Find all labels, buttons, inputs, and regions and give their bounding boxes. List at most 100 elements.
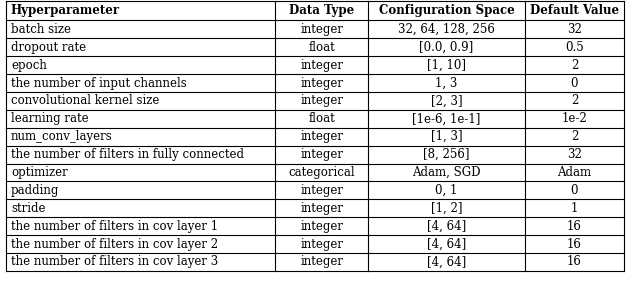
Text: 1e-2: 1e-2	[561, 112, 588, 125]
Bar	[275, 164, 368, 182]
Text: 1, 3: 1, 3	[435, 77, 458, 90]
Bar	[368, 92, 525, 110]
Text: categorical: categorical	[288, 166, 355, 179]
Text: [0.0, 0.9]: [0.0, 0.9]	[419, 41, 474, 54]
Text: integer: integer	[300, 255, 343, 269]
Text: integer: integer	[300, 23, 343, 36]
Text: the number of filters in cov layer 1: the number of filters in cov layer 1	[11, 220, 218, 233]
Bar	[275, 199, 368, 217]
Text: [2, 3]: [2, 3]	[431, 94, 462, 107]
Text: [8, 256]: [8, 256]	[423, 148, 470, 161]
Text: the number of filters in cov layer 2: the number of filters in cov layer 2	[11, 237, 218, 251]
Text: [1, 3]: [1, 3]	[431, 130, 462, 143]
Bar	[275, 182, 368, 199]
Bar	[368, 56, 525, 74]
Text: padding: padding	[11, 184, 60, 197]
Bar	[368, 38, 525, 56]
Text: integer: integer	[300, 77, 343, 90]
Text: Data Type: Data Type	[289, 4, 354, 17]
Bar	[368, 110, 525, 128]
Bar	[275, 56, 368, 74]
Bar	[525, 253, 624, 271]
Text: Hyperparameter: Hyperparameter	[11, 4, 120, 17]
Text: [4, 64]: [4, 64]	[427, 220, 466, 233]
Bar	[525, 164, 624, 182]
Bar	[368, 128, 525, 146]
Bar	[368, 182, 525, 199]
Text: 2: 2	[571, 94, 578, 107]
Text: 32, 64, 128, 256: 32, 64, 128, 256	[398, 23, 495, 36]
Bar	[6, 1, 275, 20]
Text: integer: integer	[300, 237, 343, 251]
Text: Adam: Adam	[557, 166, 591, 179]
Text: 32: 32	[567, 148, 582, 161]
Bar	[368, 1, 525, 20]
Text: 2: 2	[571, 58, 578, 72]
Text: integer: integer	[300, 220, 343, 233]
Bar	[368, 217, 525, 235]
Text: [1, 10]: [1, 10]	[427, 58, 466, 72]
Text: dropout rate: dropout rate	[11, 41, 86, 54]
Text: epoch: epoch	[11, 58, 47, 72]
Bar	[525, 1, 624, 20]
Bar	[275, 110, 368, 128]
Bar	[525, 110, 624, 128]
Bar	[6, 217, 275, 235]
Bar	[368, 199, 525, 217]
Text: 2: 2	[571, 130, 578, 143]
Bar	[6, 146, 275, 164]
Bar	[6, 56, 275, 74]
Text: float: float	[308, 41, 335, 54]
Bar	[525, 182, 624, 199]
Bar	[368, 253, 525, 271]
Bar	[525, 146, 624, 164]
Text: 16: 16	[567, 255, 582, 269]
Text: learning rate: learning rate	[11, 112, 88, 125]
Text: 0: 0	[571, 184, 578, 197]
Text: 16: 16	[567, 220, 582, 233]
Text: [1e-6, 1e-1]: [1e-6, 1e-1]	[412, 112, 481, 125]
Text: 0.5: 0.5	[565, 41, 584, 54]
Bar	[368, 146, 525, 164]
Bar	[6, 182, 275, 199]
Text: optimizer: optimizer	[11, 166, 68, 179]
Bar	[6, 110, 275, 128]
Text: convolutional kernel size: convolutional kernel size	[11, 94, 159, 107]
Bar	[6, 164, 275, 182]
Bar	[525, 20, 624, 38]
Text: the number of filters in fully connected: the number of filters in fully connected	[11, 148, 244, 161]
Bar	[275, 1, 368, 20]
Bar	[525, 38, 624, 56]
Bar	[525, 56, 624, 74]
Bar	[6, 92, 275, 110]
Text: integer: integer	[300, 58, 343, 72]
Bar	[275, 20, 368, 38]
Text: the number of input channels: the number of input channels	[11, 77, 187, 90]
Bar	[275, 146, 368, 164]
Bar	[525, 217, 624, 235]
Text: 0, 1: 0, 1	[435, 184, 458, 197]
Text: 1: 1	[571, 202, 578, 215]
Bar	[525, 128, 624, 146]
Text: Adam, SGD: Adam, SGD	[412, 166, 481, 179]
Bar	[525, 235, 624, 253]
Text: 16: 16	[567, 237, 582, 251]
Text: integer: integer	[300, 130, 343, 143]
Text: integer: integer	[300, 94, 343, 107]
Text: [4, 64]: [4, 64]	[427, 237, 466, 251]
Text: batch size: batch size	[11, 23, 71, 36]
Text: integer: integer	[300, 202, 343, 215]
Bar	[275, 217, 368, 235]
Text: the number of filters in cov layer 3: the number of filters in cov layer 3	[11, 255, 218, 269]
Bar	[368, 74, 525, 92]
Bar	[368, 235, 525, 253]
Bar	[525, 199, 624, 217]
Bar	[6, 74, 275, 92]
Text: integer: integer	[300, 148, 343, 161]
Bar	[368, 164, 525, 182]
Bar	[275, 253, 368, 271]
Bar	[6, 235, 275, 253]
Text: 0: 0	[571, 77, 578, 90]
Text: [4, 64]: [4, 64]	[427, 255, 466, 269]
Bar	[525, 92, 624, 110]
